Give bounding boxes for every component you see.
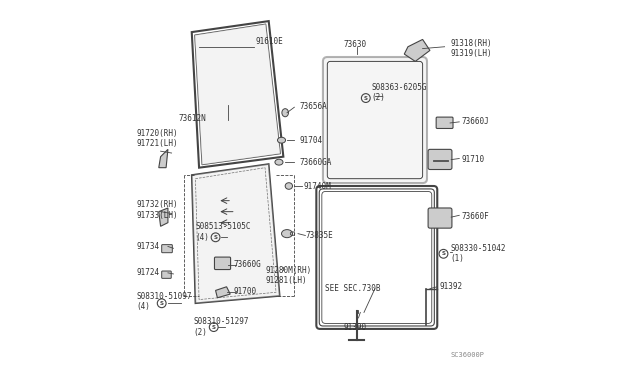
Text: 91704: 91704 [300,136,323,145]
Text: 73656A: 73656A [300,102,328,110]
FancyBboxPatch shape [428,149,452,170]
Ellipse shape [275,159,283,165]
Ellipse shape [285,183,292,189]
Text: S08310-51097
(4): S08310-51097 (4) [137,292,192,311]
Polygon shape [404,39,430,61]
Text: 91318(RH)
91319(LH): 91318(RH) 91319(LH) [450,39,492,58]
Text: S: S [214,235,218,240]
Ellipse shape [282,230,292,238]
Text: 91734: 91734 [137,242,160,251]
Text: SC36000P: SC36000P [451,352,485,358]
Text: 91732(RH)
91733(LH): 91732(RH) 91733(LH) [137,200,179,219]
Text: 91720(RH)
91721(LH): 91720(RH) 91721(LH) [137,129,179,148]
Text: 73660F: 73660F [462,212,490,221]
Text: 91390: 91390 [344,323,367,331]
Polygon shape [159,149,168,168]
Polygon shape [216,287,230,298]
Text: 73660GA: 73660GA [300,158,332,167]
Text: 91740M: 91740M [303,182,332,191]
Text: S08363-6205G
(2): S08363-6205G (2) [371,83,427,102]
Text: 73630: 73630 [344,41,367,49]
FancyBboxPatch shape [436,117,453,128]
Text: S: S [160,301,164,306]
Text: 73660G: 73660G [234,260,262,269]
Text: S: S [364,96,368,100]
Polygon shape [195,24,280,165]
Text: S: S [442,251,445,256]
Text: 73835E: 73835E [305,231,333,240]
Text: 91392: 91392 [439,282,462,291]
FancyBboxPatch shape [323,57,427,183]
Polygon shape [159,208,168,226]
FancyBboxPatch shape [162,245,172,253]
Text: 91724: 91724 [137,267,160,277]
FancyBboxPatch shape [214,257,230,270]
Text: S08330-51042
(1): S08330-51042 (1) [450,244,506,263]
Text: 91610E: 91610E [256,37,284,46]
Text: S08310-51297
(2): S08310-51297 (2) [193,317,249,337]
Ellipse shape [282,109,289,117]
Text: 91700: 91700 [234,287,257,296]
Text: 91710: 91710 [462,155,485,164]
Text: SEE SEC.730B: SEE SEC.730B [326,284,381,293]
FancyBboxPatch shape [162,271,172,278]
Text: S08513-5105C
(4): S08513-5105C (4) [195,222,251,241]
Polygon shape [192,164,280,303]
Text: S: S [212,325,216,330]
Text: 91280M(RH)
91281(LH): 91280M(RH) 91281(LH) [265,266,311,285]
FancyBboxPatch shape [428,208,452,228]
Text: 73612N: 73612N [179,114,207,123]
Ellipse shape [278,137,285,143]
Text: 73660J: 73660J [462,118,490,126]
